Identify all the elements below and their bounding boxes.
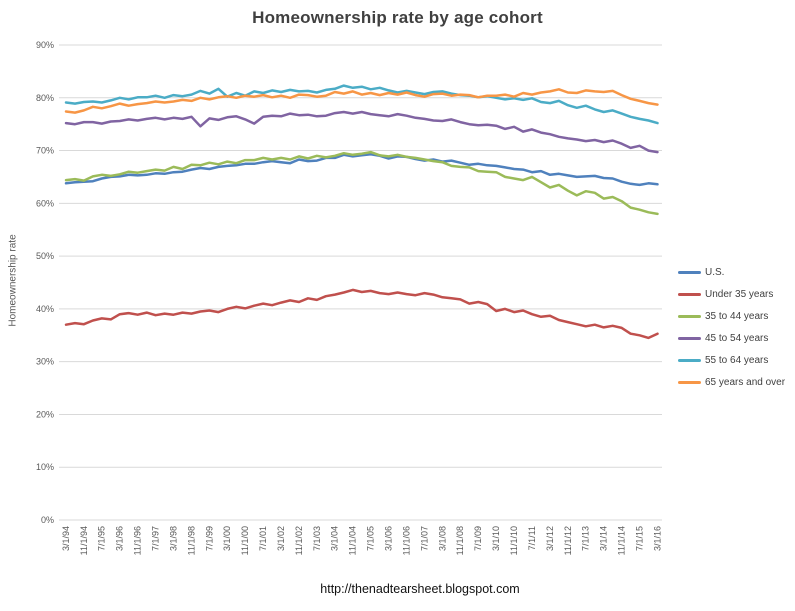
y-axis-title: Homeownership rate (7, 234, 19, 327)
y-tick-label: 10% (36, 462, 54, 472)
x-tick-label: 11/1/94 (79, 526, 89, 555)
x-tick-label: 7/1/01 (258, 526, 268, 551)
y-tick-label: 60% (36, 198, 54, 208)
x-tick-label: 11/1/14 (617, 526, 627, 555)
x-tick-label: 7/1/05 (366, 526, 376, 551)
x-tick-label: 3/1/98 (168, 526, 178, 551)
x-tick-label: 7/1/07 (419, 526, 429, 551)
x-tick-label: 3/1/08 (437, 526, 447, 551)
x-tick-label: 3/1/14 (599, 526, 609, 551)
series-line-55-to-64-years (64, 84, 659, 125)
chart-title: Homeownership rate by age cohort (252, 8, 543, 27)
series-line-u-s- (64, 153, 659, 187)
x-tick-label: 3/1/12 (545, 526, 555, 551)
legend-swatch-icon (678, 292, 701, 296)
x-tick-label: 11/1/96 (133, 526, 143, 555)
y-tick-label: 50% (36, 251, 54, 261)
legend-swatch-icon (678, 358, 701, 362)
legend-item-65-years-and-over: 65 years and over (678, 371, 785, 393)
legend-label: 45 to 54 years (705, 332, 769, 344)
footer-url: http://thenadtearsheet.blogspot.com (320, 582, 520, 596)
y-tick-label: 80% (36, 93, 54, 103)
x-tick-label: 11/1/00 (240, 526, 250, 555)
x-tick-label: 11/1/06 (401, 526, 411, 555)
x-tick-label: 11/1/10 (509, 526, 519, 555)
legend-label: 55 to 64 years (705, 354, 769, 366)
x-tick-label: 3/1/96 (115, 526, 125, 551)
y-tick-label: 90% (36, 40, 54, 50)
legend-item-under-35-years: Under 35 years (678, 283, 785, 305)
series-line-65-years-and-over (64, 88, 659, 114)
x-tick-label: 3/1/06 (384, 526, 394, 551)
legend-item-u-s-: U.S. (678, 261, 785, 283)
x-tick-label: 11/1/02 (294, 526, 304, 555)
legend-item-45-to-54-years: 45 to 54 years (678, 327, 785, 349)
x-tick-label: 11/1/08 (455, 526, 465, 555)
legend-label: U.S. (705, 266, 725, 278)
x-tick-label: 7/1/99 (204, 526, 214, 551)
x-tick-label: 3/1/00 (222, 526, 232, 551)
x-tick-label: 3/1/10 (491, 526, 501, 551)
y-tick-label: 20% (36, 409, 54, 419)
x-tick-label: 7/1/03 (312, 526, 322, 551)
x-tick-label: 11/1/98 (186, 526, 196, 555)
x-tick-label: 11/1/04 (348, 526, 358, 555)
legend-swatch-icon (678, 314, 701, 318)
legend-label: 35 to 44 years (705, 310, 769, 322)
x-tick-label: 7/1/97 (151, 526, 161, 551)
legend-swatch-icon (678, 336, 701, 340)
series-line-under-35-years (64, 288, 659, 340)
x-tick-label: 7/1/09 (473, 526, 483, 551)
legend-item-55-to-64-years: 55 to 64 years (678, 349, 785, 371)
x-tick-label: 7/1/13 (581, 526, 591, 551)
x-tick-label: 7/1/95 (97, 526, 107, 551)
x-tick-label: 3/1/04 (330, 526, 340, 551)
legend: U.S. Under 35 years 35 to 44 years 45 to 54… (678, 261, 785, 393)
series-line-35-to-44-years (64, 150, 659, 216)
legend-swatch-icon (678, 270, 701, 274)
legend-swatch-icon (678, 380, 701, 384)
x-tick-label: 11/1/12 (563, 526, 573, 555)
legend-label: 65 years and over (705, 376, 786, 388)
x-tick-label: 3/1/16 (652, 526, 662, 551)
x-tick-label: 3/1/02 (276, 526, 286, 551)
x-tick-label: 7/1/11 (527, 526, 537, 550)
legend-item-35-to-44-years: 35 to 44 years (678, 305, 785, 327)
y-tick-label: 0% (41, 515, 54, 525)
x-tick-label: 3/1/94 (61, 526, 71, 551)
y-tick-label: 30% (36, 357, 54, 367)
y-tick-label: 70% (36, 146, 54, 156)
x-tick-label: 7/1/15 (634, 526, 644, 551)
y-tick-label: 40% (36, 304, 54, 314)
legend-label: Under 35 years (705, 288, 774, 300)
series-line-45-to-54-years (64, 110, 659, 154)
